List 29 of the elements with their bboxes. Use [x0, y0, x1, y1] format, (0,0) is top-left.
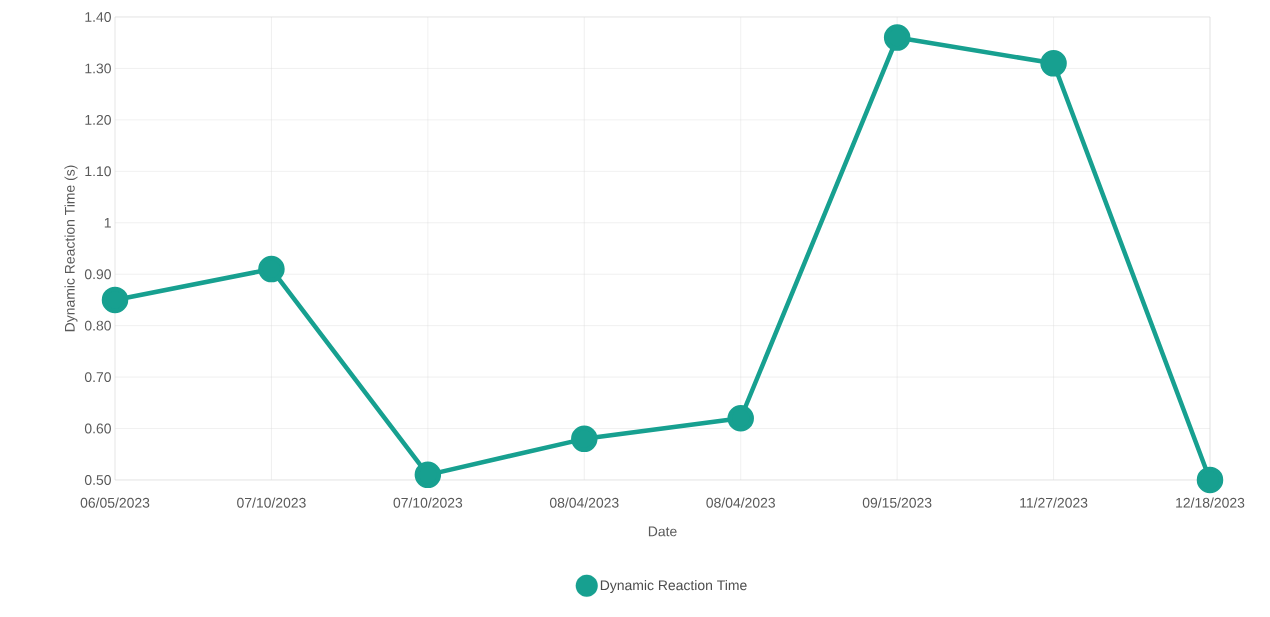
x-tick-label: 07/10/2023 — [237, 497, 306, 508]
y-tick-label: 1 — [104, 217, 111, 228]
y-tick-label: 0.70 — [84, 372, 111, 383]
y-tick-label: 0.60 — [84, 423, 111, 434]
point — [1040, 50, 1067, 77]
x-tick-label: 08/04/2023 — [706, 497, 775, 508]
point — [1196, 466, 1224, 494]
point — [571, 425, 598, 453]
y-tick-label: 1.40 — [85, 12, 111, 22]
point — [883, 24, 911, 51]
point — [101, 286, 129, 314]
x-tick-label: 11/27/2023 — [1020, 497, 1088, 508]
y-tick-label: 1.10 — [85, 166, 111, 177]
y-tick-label: 1.30 — [85, 63, 111, 74]
y-tick-label: 0.80 — [84, 320, 111, 331]
y-tick-label: 1.20 — [85, 114, 111, 125]
x-tick-label: 09/15/2023 — [862, 497, 932, 508]
x-tick-label: 07/10/2023 — [393, 497, 463, 508]
x-axis-title: Date — [648, 526, 677, 537]
y-tick-label: 0.50 — [84, 475, 111, 485]
x-tick-label: 12/18/2023 — [1176, 497, 1245, 508]
x-tick-label: 08/04/2023 — [549, 497, 619, 508]
point — [258, 255, 285, 283]
legend-label: Dynamic Reaction Time — [600, 579, 747, 593]
point — [727, 405, 754, 432]
y-axis-title: Dynamic Reaction Time (s) — [64, 165, 78, 332]
y-tick-label: 0.90 — [84, 269, 111, 280]
point — [414, 461, 442, 489]
x-tick-label: 06/05/2023 — [80, 497, 150, 508]
